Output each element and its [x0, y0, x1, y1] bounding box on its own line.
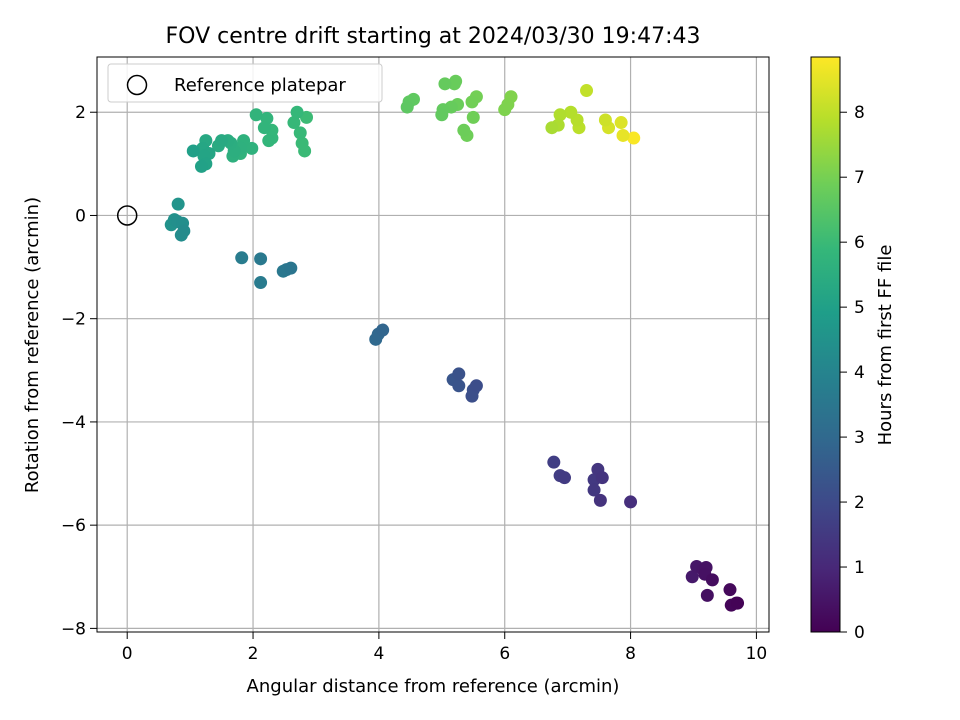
data-point — [553, 108, 567, 122]
data-point — [700, 588, 714, 602]
y-tick-label: −4 — [61, 413, 86, 433]
data-point — [177, 224, 191, 238]
data-point — [580, 84, 594, 98]
x-tick-label: 10 — [746, 644, 768, 664]
colorbar — [811, 57, 840, 632]
data-point — [447, 77, 461, 91]
data-point — [731, 596, 745, 610]
data-point — [254, 276, 268, 290]
x-tick-label: 0 — [122, 644, 133, 664]
legend-label: Reference platepar — [174, 75, 346, 96]
colorbar-frame — [810, 56, 841, 633]
data-point — [558, 471, 572, 485]
data-point — [262, 134, 276, 148]
x-tick-label: 8 — [625, 644, 636, 664]
data-point — [547, 455, 561, 469]
data-point — [287, 116, 301, 130]
data-point — [254, 252, 268, 266]
data-point — [685, 570, 699, 584]
data-point — [616, 128, 630, 142]
x-axis-ticks: 0 2 4 6 8 10 — [122, 632, 767, 664]
reference-marker — [116, 205, 138, 226]
data-point — [705, 573, 719, 587]
data-point — [215, 134, 229, 148]
chart-title: FOV centre drift starting at 2024/03/30 … — [166, 24, 701, 49]
data-point — [438, 77, 452, 91]
legend-marker-circle — [126, 74, 148, 96]
data-point — [545, 121, 559, 135]
colorbar-ticks: 0 1 2 3 4 5 6 7 8 — [840, 103, 865, 643]
data-point — [457, 123, 471, 137]
data-point — [194, 159, 208, 173]
colorbar-tick-label: 4 — [854, 363, 865, 383]
data-point — [435, 108, 449, 122]
data-point — [587, 483, 601, 497]
x-tick-label: 6 — [499, 644, 510, 664]
colorbar-tick-label: 3 — [854, 428, 865, 448]
data-point — [627, 131, 641, 145]
y-axis-label: Rotation from reference (arcmin) — [22, 197, 43, 493]
y-tick-label: 0 — [75, 206, 86, 226]
data-point — [249, 108, 263, 122]
colorbar-tick-label: 7 — [854, 168, 865, 188]
data-point — [257, 121, 271, 135]
data-point — [465, 389, 479, 403]
legend-box — [107, 63, 383, 103]
y-tick-label: −8 — [61, 619, 86, 639]
data-point — [452, 367, 466, 381]
data-point — [624, 495, 638, 509]
colorbar-tick-label: 8 — [854, 103, 865, 123]
data-point — [284, 261, 298, 275]
y-tick-label: −6 — [61, 516, 86, 536]
colorbar-tick-label: 2 — [854, 493, 865, 513]
x-tick-label: 4 — [373, 644, 384, 664]
data-point — [564, 105, 578, 119]
data-point — [593, 493, 607, 507]
colorbar-tick-label: 5 — [854, 298, 865, 318]
colorbar-tick-label: 6 — [854, 233, 865, 253]
colorbar-tick-label: 0 — [854, 623, 865, 643]
colorbar-tick-label: 1 — [854, 558, 865, 578]
reference-platepar-marker — [116, 205, 138, 226]
data-point — [400, 100, 414, 114]
data-point — [466, 110, 480, 124]
data-point — [295, 136, 309, 150]
data-point — [723, 583, 737, 597]
colorbar-label: Hours from first FF file — [875, 245, 896, 446]
data-points — [164, 74, 745, 612]
data-point — [235, 251, 249, 265]
data-point — [595, 471, 609, 485]
data-point — [245, 141, 259, 155]
y-tick-label: 2 — [75, 103, 86, 123]
data-point — [498, 103, 512, 117]
data-point — [376, 323, 390, 337]
data-point — [293, 126, 307, 140]
data-point — [614, 116, 628, 130]
x-axis-label: Angular distance from reference (arcmin) — [247, 676, 620, 697]
data-point — [465, 95, 479, 109]
data-point — [469, 379, 483, 393]
x-tick-label: 2 — [248, 644, 259, 664]
plot-frame — [96, 56, 770, 633]
legend: Reference platepar — [107, 63, 383, 103]
y-axis-ticks: −8 −6 −4 −2 0 2 — [61, 103, 97, 639]
data-point — [290, 105, 304, 119]
y-tick-label: −2 — [61, 310, 86, 330]
data-point — [171, 197, 185, 211]
data-point — [452, 379, 466, 393]
data-point — [186, 144, 200, 158]
data-point — [598, 113, 612, 127]
